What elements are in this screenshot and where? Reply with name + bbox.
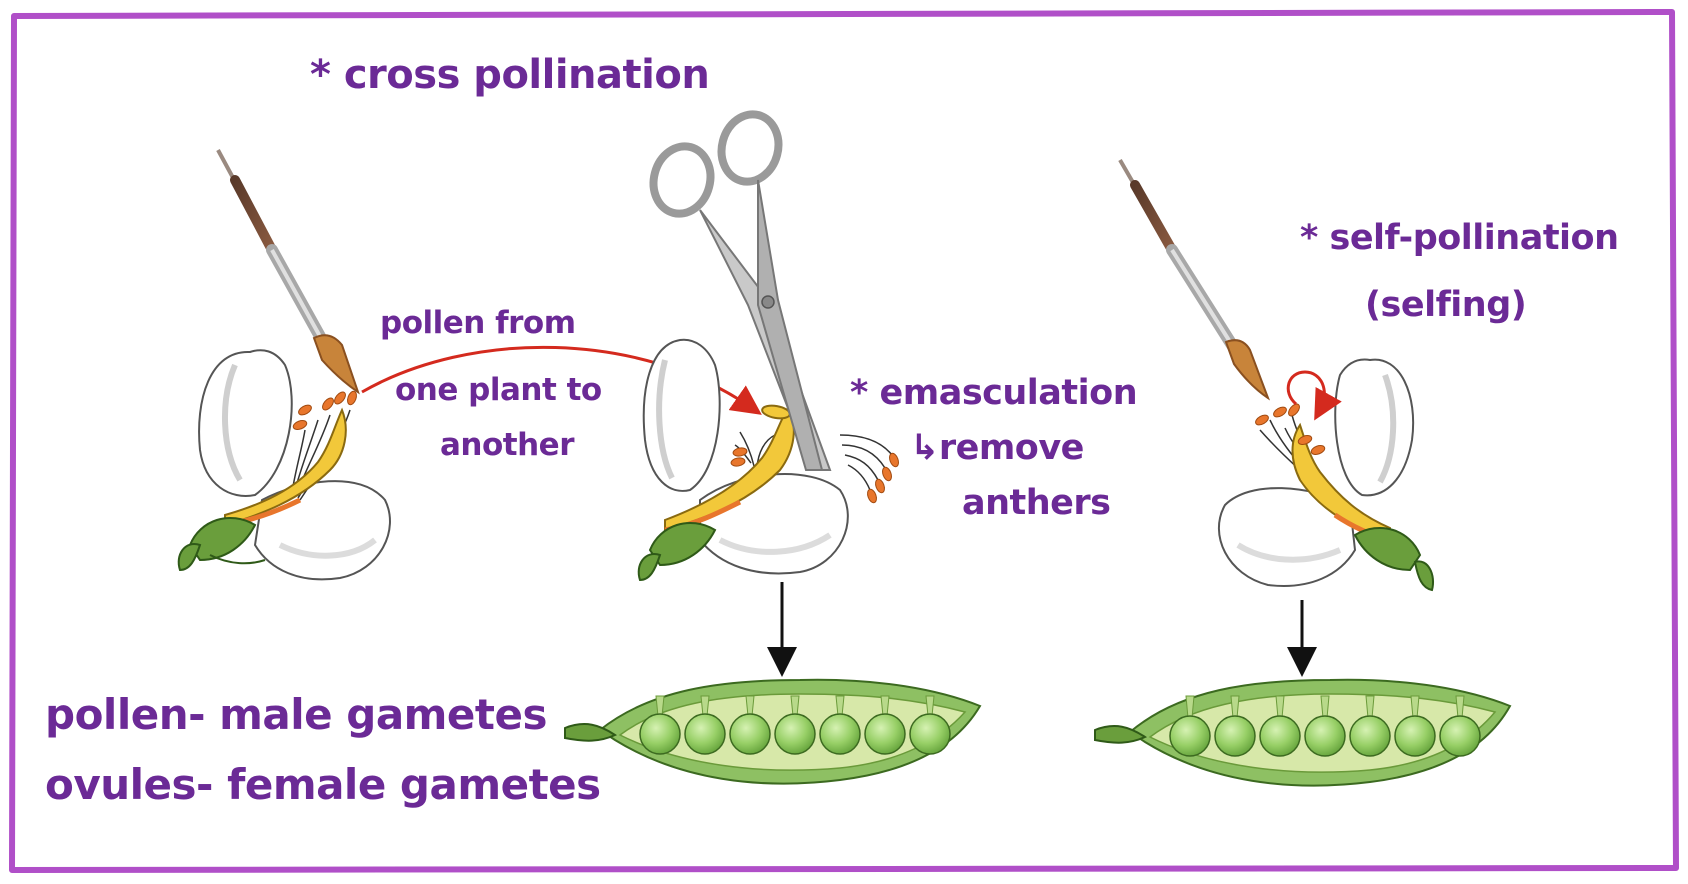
- ovules-female-gametes: ovules- female gametes: [45, 760, 601, 809]
- scissors-icon: [649, 110, 832, 471]
- pea-stalk: [1410, 695, 1420, 719]
- remove-anthers-line2: anthers: [962, 483, 1111, 523]
- pea: [1214, 715, 1256, 757]
- pea-stalk: [790, 695, 800, 717]
- pea-stalk: [925, 695, 935, 717]
- self-pollination-title: * self-pollination: [1300, 218, 1619, 258]
- pea: [1259, 715, 1301, 757]
- frame-border: [9, 9, 1679, 873]
- pollen-from-line2: one plant to: [395, 372, 602, 408]
- pea: [1394, 715, 1436, 757]
- pea: [1304, 715, 1346, 757]
- pea-stalk: [1455, 695, 1465, 719]
- pea-stalk: [745, 695, 755, 717]
- selfing-label: (selfing): [1365, 285, 1527, 325]
- pea-stalk: [1275, 695, 1285, 719]
- pea-pod-right: [1094, 678, 1512, 787]
- pollen-from-line1: pollen from: [380, 305, 576, 341]
- pea-stalk: [835, 695, 845, 717]
- pea-stalk: [655, 695, 665, 717]
- pea: [864, 713, 906, 755]
- pea-stalk: [700, 695, 710, 717]
- pea-stalk: [1365, 695, 1375, 719]
- left-brush: [216, 149, 360, 395]
- pollen-from-line3: another: [440, 427, 575, 463]
- pea: [909, 713, 951, 755]
- pea-stalk: [1320, 695, 1330, 719]
- pea: [1439, 715, 1481, 757]
- pea: [1349, 715, 1391, 757]
- pea-stalk: [1185, 695, 1195, 719]
- pea: [729, 713, 771, 755]
- pea: [774, 713, 816, 755]
- pea-stalk: [880, 695, 890, 717]
- middle-flower: [637, 338, 899, 582]
- pea: [684, 713, 726, 755]
- pollen-male-gametes: pollen- male gametes: [45, 690, 547, 739]
- right-brush: [1118, 158, 1271, 401]
- pea-pod-middle: [564, 678, 982, 785]
- pea-stalk: [1230, 695, 1240, 719]
- right-flower: [1218, 358, 1434, 592]
- cross-pollination-title: * cross pollination: [310, 52, 710, 98]
- left-flower: [177, 349, 391, 581]
- pea: [639, 713, 681, 755]
- self-pollination-arrow: [1286, 370, 1342, 421]
- remove-anthers-line1: ↳remove: [910, 428, 1084, 468]
- emasculation-label: * emasculation: [850, 373, 1138, 413]
- pea: [819, 713, 861, 755]
- pea: [1169, 715, 1211, 757]
